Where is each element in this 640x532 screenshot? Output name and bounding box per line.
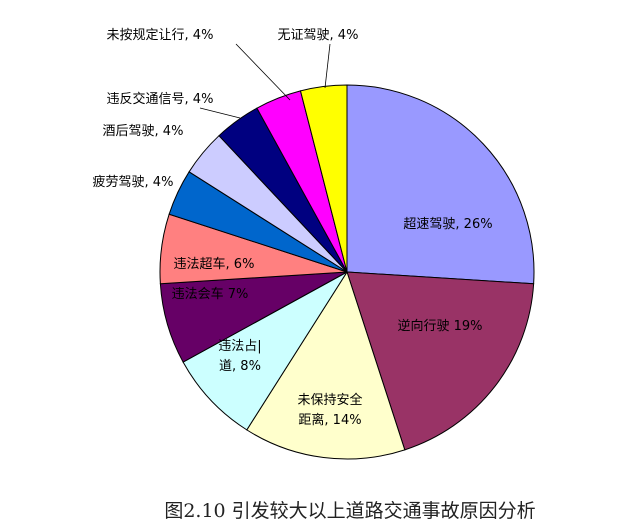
data-label: 违法会车 7% [172,286,249,302]
data-label: 无证驾驶, 4% [278,28,359,43]
data-label: 未按规定让行, 4% [107,28,214,43]
leader-line [324,43,331,89]
pie-slice [346,84,535,285]
leader-line [235,43,291,101]
data-label: 距离, 14% [298,412,361,428]
pie-slice [299,84,348,273]
data-label: 未保持安全 [297,392,362,408]
data-label: 违反交通信号, 4% [107,91,214,107]
data-label: 超速驾驶, 26% [403,217,492,232]
data-label: 酒后驾驶, 4% [103,124,184,139]
leader-line [199,107,241,119]
pie-slice [346,271,535,451]
data-label-illegal-lane-occupation: 违法占|道, 8% [218,339,262,374]
data-label: 逆向行驶 19% [397,318,482,334]
data-label: 疲劳驾驶, 4% [93,174,174,190]
pie-slice [246,270,406,460]
pie-slice [182,271,348,431]
figure-caption: 图2.10 引发较大以上道路交通事故原因分析 [164,500,536,522]
data-label: 违法超车, 6% [174,256,255,272]
